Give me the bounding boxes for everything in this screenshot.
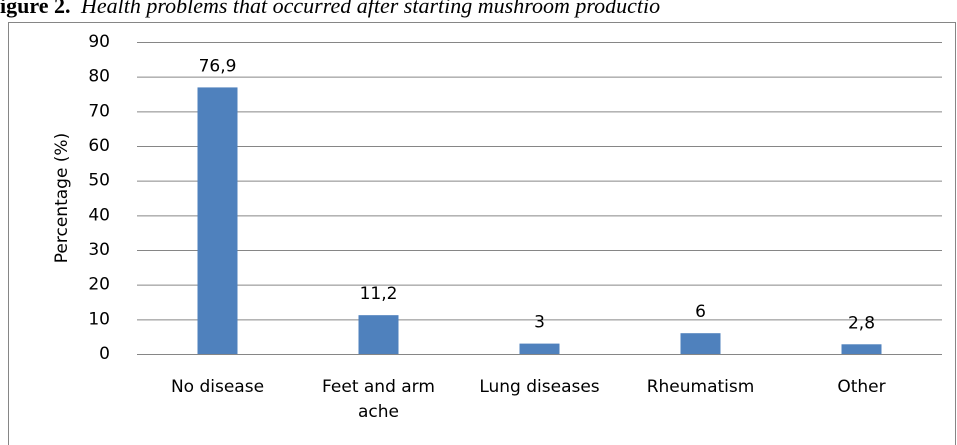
y-tick-label: 0 [99, 344, 110, 364]
data-label: 76,9 [199, 56, 237, 76]
data-label: 3 [534, 313, 545, 333]
x-tick-label: Feet and arm ache [322, 377, 435, 422]
data-label: 11,2 [360, 284, 398, 304]
bar [841, 344, 882, 354]
data-label: 6 [695, 302, 706, 322]
x-tick-label-line: Feet and arm [322, 377, 435, 397]
chart-title: Health problems that occurred after star… [80, 0, 660, 18]
bar [358, 315, 399, 354]
bar [197, 87, 238, 354]
y-tick-label: 90 [88, 32, 110, 52]
y-tick-label: 50 [88, 171, 110, 191]
y-tick-label: 30 [88, 240, 110, 260]
x-tick-label: Rheumatism [647, 377, 755, 397]
x-tick-label: Other [837, 377, 885, 397]
x-tick-label-line: ache [358, 402, 399, 422]
x-tick-label: No disease [171, 377, 264, 397]
bar [519, 343, 560, 354]
y-tick-label: 70 [88, 101, 110, 121]
y-axis-label: Percentage (%) [52, 133, 72, 263]
data-label: 2,8 [848, 313, 875, 333]
figure-label: igure 2. [0, 0, 70, 18]
x-tick-label: Lung diseases [479, 377, 599, 397]
y-tick-label: 20 [88, 275, 110, 295]
y-tick-label: 60 [88, 136, 110, 156]
y-tick-label: 80 [88, 67, 110, 87]
y-tick-label: 10 [88, 309, 110, 329]
y-tick-label: 40 [88, 205, 110, 225]
chart-frame [8, 22, 956, 445]
bar [680, 333, 721, 354]
chart-title-line: igure 2. Health problems that occurred a… [0, 0, 660, 18]
